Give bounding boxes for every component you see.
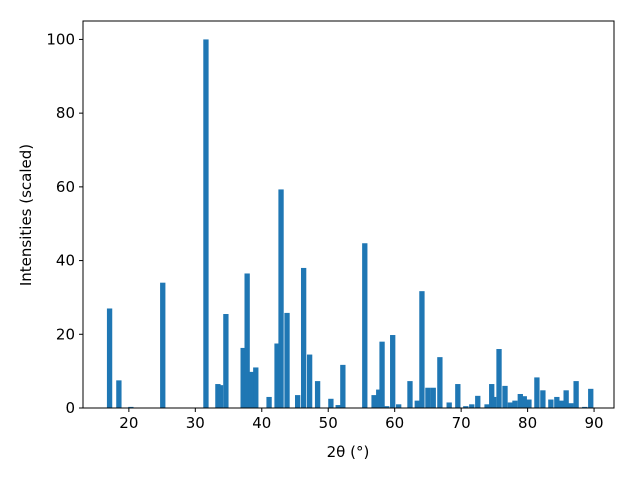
bar <box>512 400 518 408</box>
y-tick-label: 0 <box>65 399 75 417</box>
y-tick-label: 60 <box>56 178 75 196</box>
bar <box>253 367 259 408</box>
bar <box>419 291 425 408</box>
bar <box>430 387 436 408</box>
bar <box>244 273 250 408</box>
bar <box>502 385 508 408</box>
x-tick-label: 20 <box>119 414 138 432</box>
bar <box>446 402 452 408</box>
bar <box>284 312 290 408</box>
bar <box>128 406 134 408</box>
bar <box>278 189 284 408</box>
bar <box>489 384 495 408</box>
y-tick-label: 80 <box>56 104 75 122</box>
bar <box>554 396 560 408</box>
x-tick-label: 60 <box>385 414 404 432</box>
bar <box>390 335 396 408</box>
bar <box>223 314 229 408</box>
bar <box>521 396 527 408</box>
bar <box>582 406 588 408</box>
bar <box>116 380 122 408</box>
bar <box>160 282 166 408</box>
bar <box>300 267 307 408</box>
bar <box>526 399 532 408</box>
bar <box>384 406 390 408</box>
bar <box>274 343 280 408</box>
bar <box>396 404 402 408</box>
bar <box>469 404 475 408</box>
y-axis-label: Intensities (scaled) <box>17 144 35 286</box>
bar <box>314 381 321 408</box>
bar <box>217 385 224 408</box>
x-tick-label: 70 <box>452 414 471 432</box>
x-tick-label: 50 <box>319 414 338 432</box>
x-tick-label: 90 <box>585 414 604 432</box>
y-tick-label: 100 <box>46 30 75 48</box>
bar <box>463 406 469 408</box>
bar <box>496 349 502 408</box>
bar <box>248 371 254 408</box>
bar <box>266 396 272 408</box>
bar <box>425 387 431 408</box>
bar <box>563 390 569 408</box>
bar <box>295 395 301 408</box>
bar <box>335 405 341 408</box>
bar <box>240 347 246 408</box>
y-tick-label: 40 <box>56 252 75 270</box>
bar <box>507 402 513 408</box>
bar <box>340 364 346 408</box>
bar <box>407 381 413 408</box>
bar <box>534 377 540 408</box>
bar <box>376 389 382 408</box>
bar <box>491 396 497 408</box>
bar <box>548 399 554 408</box>
bar <box>455 384 461 408</box>
bar <box>540 390 546 408</box>
bar <box>106 308 113 408</box>
bar <box>328 398 334 408</box>
x-axis-label: 2θ (°) <box>327 443 370 461</box>
bar <box>306 354 313 408</box>
bar <box>517 393 523 408</box>
plot-frame <box>82 20 615 409</box>
y-tick-label: 20 <box>56 325 75 343</box>
x-tick-label: 30 <box>186 414 205 432</box>
bar <box>573 381 579 408</box>
bar <box>203 39 209 409</box>
bar <box>414 400 420 408</box>
bar <box>484 404 490 408</box>
bar <box>437 357 443 408</box>
bar <box>568 403 574 408</box>
bar <box>588 388 594 408</box>
x-tick-label: 80 <box>518 414 537 432</box>
bar <box>559 400 565 408</box>
bar <box>475 395 481 408</box>
bar <box>379 341 385 408</box>
x-tick-label: 40 <box>252 414 271 432</box>
bar <box>362 243 368 408</box>
bar <box>371 395 377 408</box>
